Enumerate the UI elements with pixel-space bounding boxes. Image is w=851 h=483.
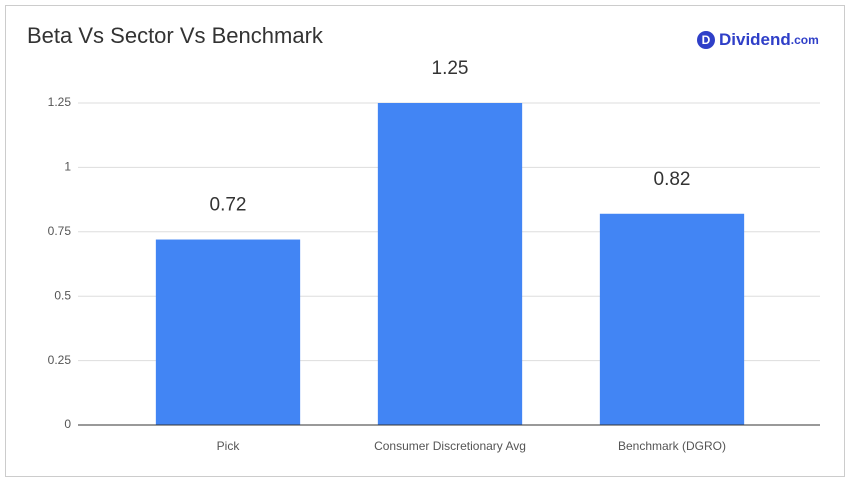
y-tick-label: 0.75: [48, 224, 72, 238]
chart-title: Beta Vs Sector Vs Benchmark: [27, 23, 324, 48]
bar: [155, 239, 301, 425]
y-tick-label: 0: [64, 417, 71, 431]
value-label: 0.82: [654, 169, 691, 190]
value-label: 0.72: [210, 195, 247, 216]
brand-name-main: Dividend: [719, 30, 791, 49]
brand-icon-bg: [697, 31, 715, 49]
value-label: 1.25: [432, 58, 469, 79]
brand-logo: D Dividend.com: [697, 30, 819, 49]
brand-name: Dividend.com: [719, 30, 819, 49]
y-tick-label: 1.25: [48, 95, 72, 109]
bar: [599, 213, 745, 425]
x-tick-label: Consumer Discretionary Avg: [374, 439, 526, 453]
x-tick-label: Benchmark (DGRO): [618, 439, 726, 453]
bar: [377, 103, 523, 425]
y-tick-label: 0.5: [54, 288, 71, 302]
y-tick-label: 0.25: [48, 353, 72, 367]
brand-icon: D: [702, 33, 711, 47]
brand-suffix: .com: [791, 33, 819, 47]
y-tick-label: 1: [64, 160, 71, 174]
x-tick-label: Pick: [217, 439, 241, 453]
